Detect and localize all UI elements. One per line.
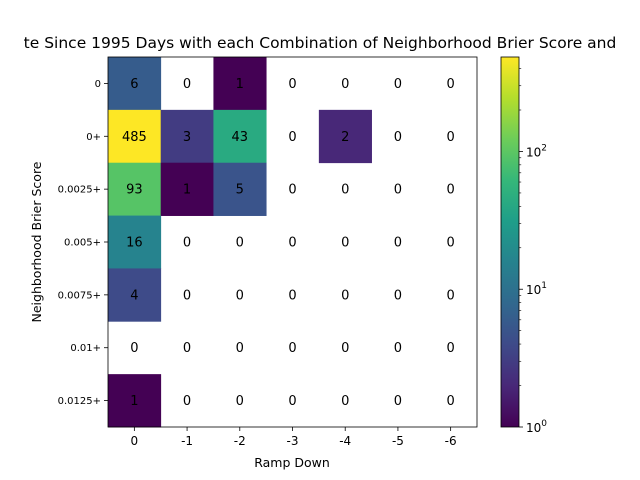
cell-value: 0 <box>447 77 455 92</box>
heatmap-cell <box>213 57 267 111</box>
cell-value: 0 <box>447 341 455 356</box>
heatmap-cell <box>160 162 214 216</box>
cell-value: 1 <box>236 77 244 92</box>
cell-value: 485 <box>122 130 147 145</box>
x-tick-label: 0 <box>131 434 139 448</box>
cell-value: 0 <box>341 288 349 303</box>
cell-value: 0 <box>394 77 402 92</box>
cell-value: 0 <box>394 341 402 356</box>
y-tick-label: 0.005+ <box>64 238 101 249</box>
x-axis-label: Ramp Down <box>254 455 330 470</box>
y-tick-label: 0.0025+ <box>58 185 101 196</box>
heatmap-cell <box>108 109 162 164</box>
cell-value: 0 <box>447 183 455 198</box>
cell-value: 0 <box>447 236 455 251</box>
cell-value: 0 <box>236 236 244 251</box>
cell-value: 0 <box>394 236 402 251</box>
cell-value: 0 <box>288 394 296 409</box>
colorbar-tick-label: 102 <box>526 143 547 159</box>
heatmap-cell <box>108 374 162 428</box>
cell-value: 0 <box>341 236 349 251</box>
y-axis-ticks: 0 0+ 0.0025+ 0.005+ 0.0075+ 0.01+ 0.0125+ <box>58 79 108 407</box>
heatmap-cell <box>108 162 162 216</box>
heatmap-cell <box>108 268 162 322</box>
cell-value: 43 <box>232 130 249 145</box>
y-tick-label: 0+ <box>86 132 101 143</box>
heatmap-cell <box>213 162 267 216</box>
cell-value: 6 <box>130 77 138 92</box>
cell-value: 16 <box>126 236 143 251</box>
cell-value: 0 <box>183 394 191 409</box>
cell-value: 93 <box>126 183 143 198</box>
cell-value: 0 <box>183 236 191 251</box>
cell-value: 0 <box>341 394 349 409</box>
cell-value: 0 <box>288 130 296 145</box>
cell-value: 1 <box>130 394 138 409</box>
cell-value: 0 <box>183 288 191 303</box>
cell-value: 4 <box>130 288 138 303</box>
y-tick-label: 0 <box>95 79 101 90</box>
x-tick-label: -1 <box>181 434 193 448</box>
y-tick-label: 0.0075+ <box>58 290 101 301</box>
x-tick-label: -2 <box>234 434 246 448</box>
cell-value: 0 <box>341 77 349 92</box>
cell-value: 3 <box>183 130 191 145</box>
heatmap-cell <box>108 57 162 111</box>
cell-value: 0 <box>183 77 191 92</box>
colorbar <box>500 56 520 428</box>
cell-value: 0 <box>447 394 455 409</box>
cell-value: 0 <box>183 341 191 356</box>
cell-value: 0 <box>447 288 455 303</box>
x-axis-ticks: 0 -1 -2 -3 -4 -5 -6 <box>131 427 457 448</box>
cell-value: 0 <box>130 341 138 356</box>
x-tick-label: -3 <box>287 434 299 448</box>
cell-value: 0 <box>288 288 296 303</box>
cell-value: 1 <box>183 183 191 198</box>
y-tick-label: 0.0125+ <box>58 396 101 407</box>
x-tick-label: -4 <box>339 434 351 448</box>
colorbar-ticks: 100 101 102 <box>519 68 547 435</box>
cell-value: 0 <box>236 341 244 356</box>
cell-value: 0 <box>394 130 402 145</box>
heatmap-cell <box>160 109 214 164</box>
cell-value: 0 <box>288 236 296 251</box>
cell-value: 0 <box>288 341 296 356</box>
cell-value: 0 <box>447 130 455 145</box>
chart-title: te Since 1995 Days with each Combination… <box>24 34 617 52</box>
cell-value-labels: 6 0 1 0 0 0 0 485 3 43 0 2 0 0 93 1 5 0 0 0 0 16 0 0 0 0 0 0 4 0 0 0 0 0 0… <box>122 77 455 409</box>
cell-value: 0 <box>341 183 349 198</box>
heatmap-cells <box>108 57 372 428</box>
cell-value: 0 <box>288 77 296 92</box>
cell-value: 2 <box>341 130 349 145</box>
y-tick-label: 0.01+ <box>70 343 101 354</box>
cell-value: 5 <box>236 183 244 198</box>
heatmap-cell <box>108 215 162 269</box>
cell-value: 0 <box>394 183 402 198</box>
heatmap-cell <box>213 109 267 164</box>
heatmap-cell <box>318 109 372 164</box>
colorbar-tick-label: 100 <box>526 419 547 435</box>
x-tick-label: -6 <box>445 434 457 448</box>
y-axis-label: Neighborhood Brier Score <box>29 161 44 322</box>
colorbar-tick-label: 101 <box>526 281 547 297</box>
cell-value: 0 <box>394 288 402 303</box>
cell-value: 0 <box>341 341 349 356</box>
cell-value: 0 <box>236 394 244 409</box>
cell-value: 0 <box>288 183 296 198</box>
x-tick-label: -5 <box>392 434 404 448</box>
cell-value: 0 <box>236 288 244 303</box>
cell-value: 0 <box>394 394 402 409</box>
